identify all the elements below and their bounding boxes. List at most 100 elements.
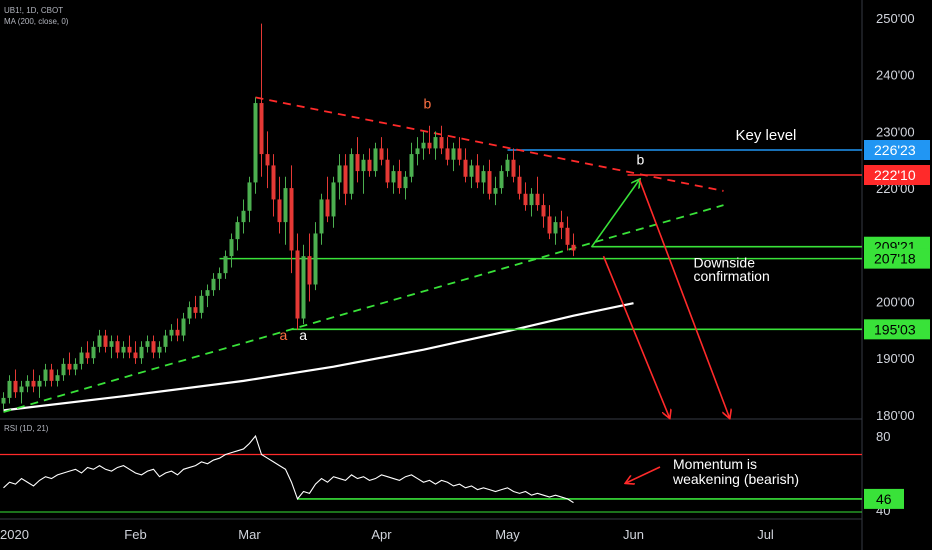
candle-body — [217, 273, 222, 279]
candle-body — [505, 159, 510, 172]
time-tick-label: Feb — [124, 527, 146, 542]
time-tick-label: 2020 — [0, 527, 29, 542]
candle-body — [535, 193, 540, 206]
candle-body — [373, 148, 378, 172]
candle-body — [43, 369, 48, 381]
price-tick-label: 180'00 — [876, 408, 915, 423]
time-tick-label: Apr — [371, 527, 392, 542]
level-tag-bg — [864, 139, 930, 160]
candle-body — [163, 335, 168, 347]
candle-body — [367, 159, 372, 172]
candle-body — [175, 329, 180, 336]
candle-body — [571, 244, 576, 251]
rsi-annotation: Momentum is — [673, 456, 757, 472]
level-tag-bg — [864, 248, 930, 269]
candle-body — [319, 199, 324, 234]
candle-body — [259, 103, 264, 155]
candle-body — [439, 137, 444, 149]
candle-body — [205, 290, 210, 296]
ma200-line — [3, 302, 634, 412]
candle-body — [229, 239, 234, 257]
candle-body — [409, 154, 414, 177]
arrow-line — [602, 255, 670, 418]
candle-body — [169, 329, 174, 336]
rsi-level-tag-bg — [864, 488, 904, 509]
candle-body — [451, 148, 456, 160]
candle-body — [151, 341, 156, 353]
candle-body — [139, 346, 144, 359]
candle-body — [85, 352, 90, 359]
rsi-header: RSI (1D, 21) — [4, 424, 49, 433]
candle-body — [223, 256, 228, 274]
candle-body — [337, 165, 342, 183]
chart-annotation: confirmation — [694, 268, 770, 284]
candle-body — [301, 256, 306, 319]
candle-body — [49, 369, 54, 381]
candle-body — [1, 397, 6, 404]
price-tick-label: 240'00 — [876, 68, 915, 83]
level-tag-bg — [864, 165, 930, 186]
chart-annotation: a — [299, 327, 307, 343]
candle-body — [103, 335, 108, 347]
candle-body — [487, 171, 492, 194]
candle-body — [265, 154, 270, 166]
rsi-tick-label: 80 — [876, 429, 890, 444]
arrow-line — [638, 179, 730, 418]
candle-body — [379, 148, 384, 160]
candle-body — [541, 205, 546, 217]
rsi-annotation: weakening (bearish) — [672, 471, 799, 487]
candle-body — [253, 103, 258, 183]
chart-annotation: Downside — [694, 254, 756, 270]
candle-body — [181, 318, 186, 336]
candle-body — [547, 216, 552, 234]
candle-body — [529, 193, 534, 206]
level-tag-label: 226'23 — [874, 142, 916, 158]
candle-body — [361, 159, 366, 172]
candle-body — [313, 233, 318, 285]
candle-body — [73, 363, 78, 370]
level-tag-label: 195'03 — [874, 321, 916, 337]
candle-body — [421, 142, 426, 149]
candle-body — [193, 307, 198, 313]
candle-body — [115, 341, 120, 353]
candle-body — [469, 165, 474, 177]
price-tick-label: 230'00 — [876, 124, 915, 139]
level-tag-label: 207'18 — [874, 251, 916, 267]
candle-body — [415, 148, 420, 155]
candle-body — [211, 278, 216, 291]
candle-body — [553, 222, 558, 234]
rsi-level-tag-label: 46 — [876, 491, 892, 507]
candle-body — [397, 171, 402, 189]
candle-body — [559, 222, 564, 228]
candle-body — [517, 176, 522, 194]
candle-body — [91, 346, 96, 359]
rsi-line — [3, 434, 574, 504]
candle-body — [325, 199, 330, 217]
candle-body — [19, 386, 24, 393]
candle-body — [145, 341, 150, 347]
time-tick-label: Jun — [623, 527, 644, 542]
rsi-arrow — [626, 466, 661, 483]
candle-body — [127, 346, 132, 353]
candles-group — [1, 23, 576, 410]
candle-body — [499, 171, 504, 189]
time-tick-label: Jul — [757, 527, 774, 542]
candle-body — [445, 148, 450, 160]
candle-body — [199, 295, 204, 313]
level-tag-label: 222'10 — [874, 167, 916, 183]
symbol-header: UB1!, 1D, CBOT — [4, 6, 64, 15]
candle-body — [109, 341, 114, 347]
candle-body — [481, 171, 486, 183]
candle-body — [331, 182, 336, 217]
candle-body — [37, 380, 42, 387]
candle-body — [295, 250, 300, 319]
candle-body — [391, 171, 396, 183]
candle-body — [247, 182, 252, 211]
candle-body — [133, 352, 138, 359]
chart-annotation: Key level — [736, 127, 797, 144]
candle-body — [307, 256, 312, 285]
trendline — [3, 204, 724, 413]
candle-body — [31, 380, 36, 387]
